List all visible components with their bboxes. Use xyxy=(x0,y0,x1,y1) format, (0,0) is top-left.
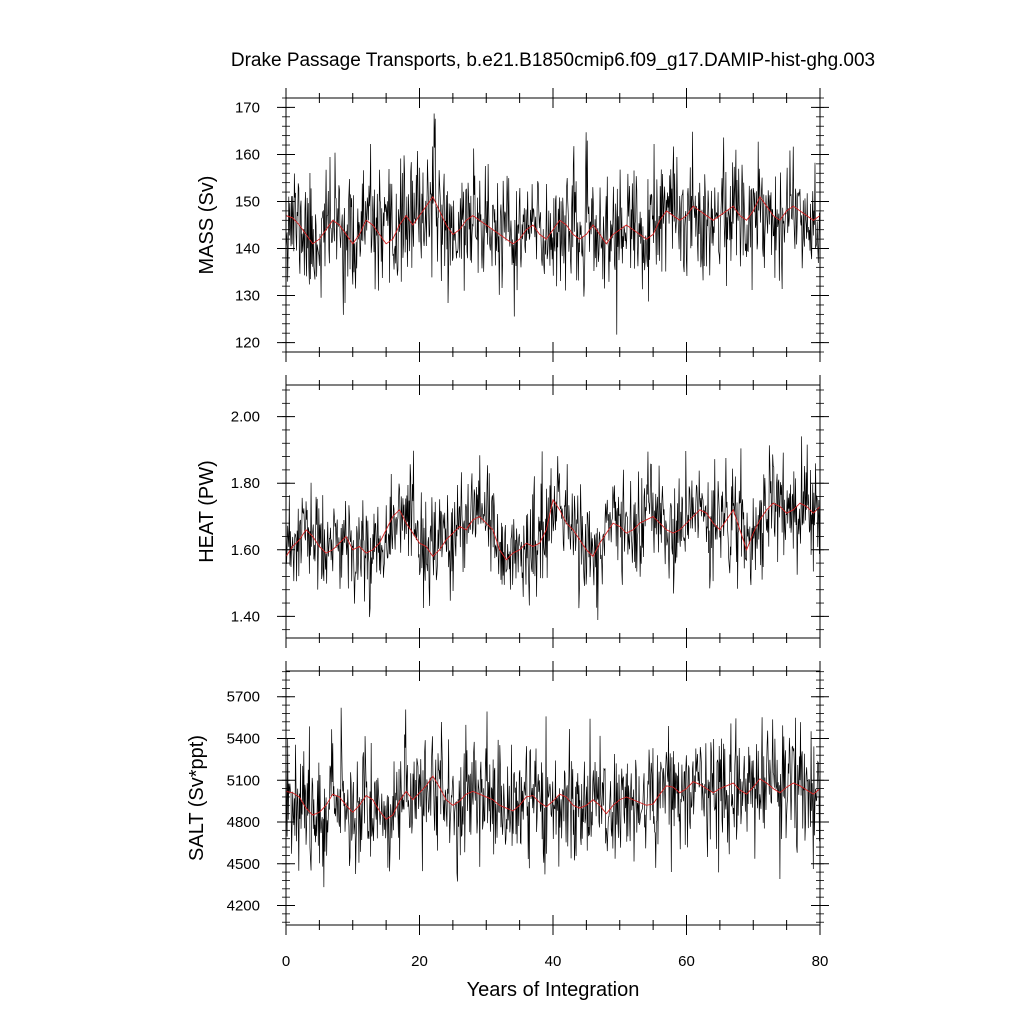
salt-y-tick-label: 5700 xyxy=(227,689,260,706)
salt-monthly-series xyxy=(286,707,820,888)
salt-y-tick-label: 4200 xyxy=(227,898,260,915)
heat-running-mean-series xyxy=(286,498,820,561)
salt-x-tick-label: 80 xyxy=(812,953,829,970)
mass-y-tick-label: 150 xyxy=(235,193,260,210)
salt-x-tick-label: 40 xyxy=(545,953,562,970)
heat-panel: 1.40 1.60 1.80 2.00 HEAT (PW) xyxy=(196,375,829,648)
mass-y-tick-label: 120 xyxy=(235,335,260,352)
salt-x-tick-label: 60 xyxy=(678,953,695,970)
heat-y-tick-label: 1.40 xyxy=(231,608,260,625)
x-axis-title: Years of Integration xyxy=(467,979,640,1001)
salt-y-tick-label: 4800 xyxy=(227,814,260,831)
mass-y-tick-label: 130 xyxy=(235,288,260,305)
mass-panel: 120 130 140 150 160 170 MASS (Sv) xyxy=(196,88,829,362)
heat-y-tick-label: 1.60 xyxy=(231,542,260,559)
salt-running-mean-series xyxy=(286,775,820,820)
salt-y-tick-label: 4500 xyxy=(227,856,260,873)
heat-y-axis-title: HEAT (PW) xyxy=(196,460,218,563)
salt-panel: 4200 4500 4800 5100 5400 5700 0 20 40 60 80 SALT (S… xyxy=(186,661,829,970)
mass-y-tick-label: 140 xyxy=(235,241,260,258)
mass-y-tick-label: 170 xyxy=(235,99,260,116)
mass-running-mean-series xyxy=(286,195,820,245)
salt-y-tick-label: 5100 xyxy=(227,772,260,789)
mass-y-tick-label: 160 xyxy=(235,146,260,163)
heat-y-tick-label: 2.00 xyxy=(231,409,260,426)
heat-y-tick-label: 1.80 xyxy=(231,475,260,492)
mass-monthly-series xyxy=(286,113,820,335)
salt-x-tick-label: 0 xyxy=(282,953,290,970)
chart-title: Drake Passage Transports, b.e21.B1850cmi… xyxy=(231,50,875,71)
salt-y-tick-label: 5400 xyxy=(227,731,260,748)
mass-y-axis-title: MASS (Sv) xyxy=(196,176,218,275)
salt-y-axis-title: SALT (Sv*ppt) xyxy=(186,735,208,861)
heat-monthly-series xyxy=(286,436,820,621)
salt-x-tick-label: 20 xyxy=(411,953,428,970)
